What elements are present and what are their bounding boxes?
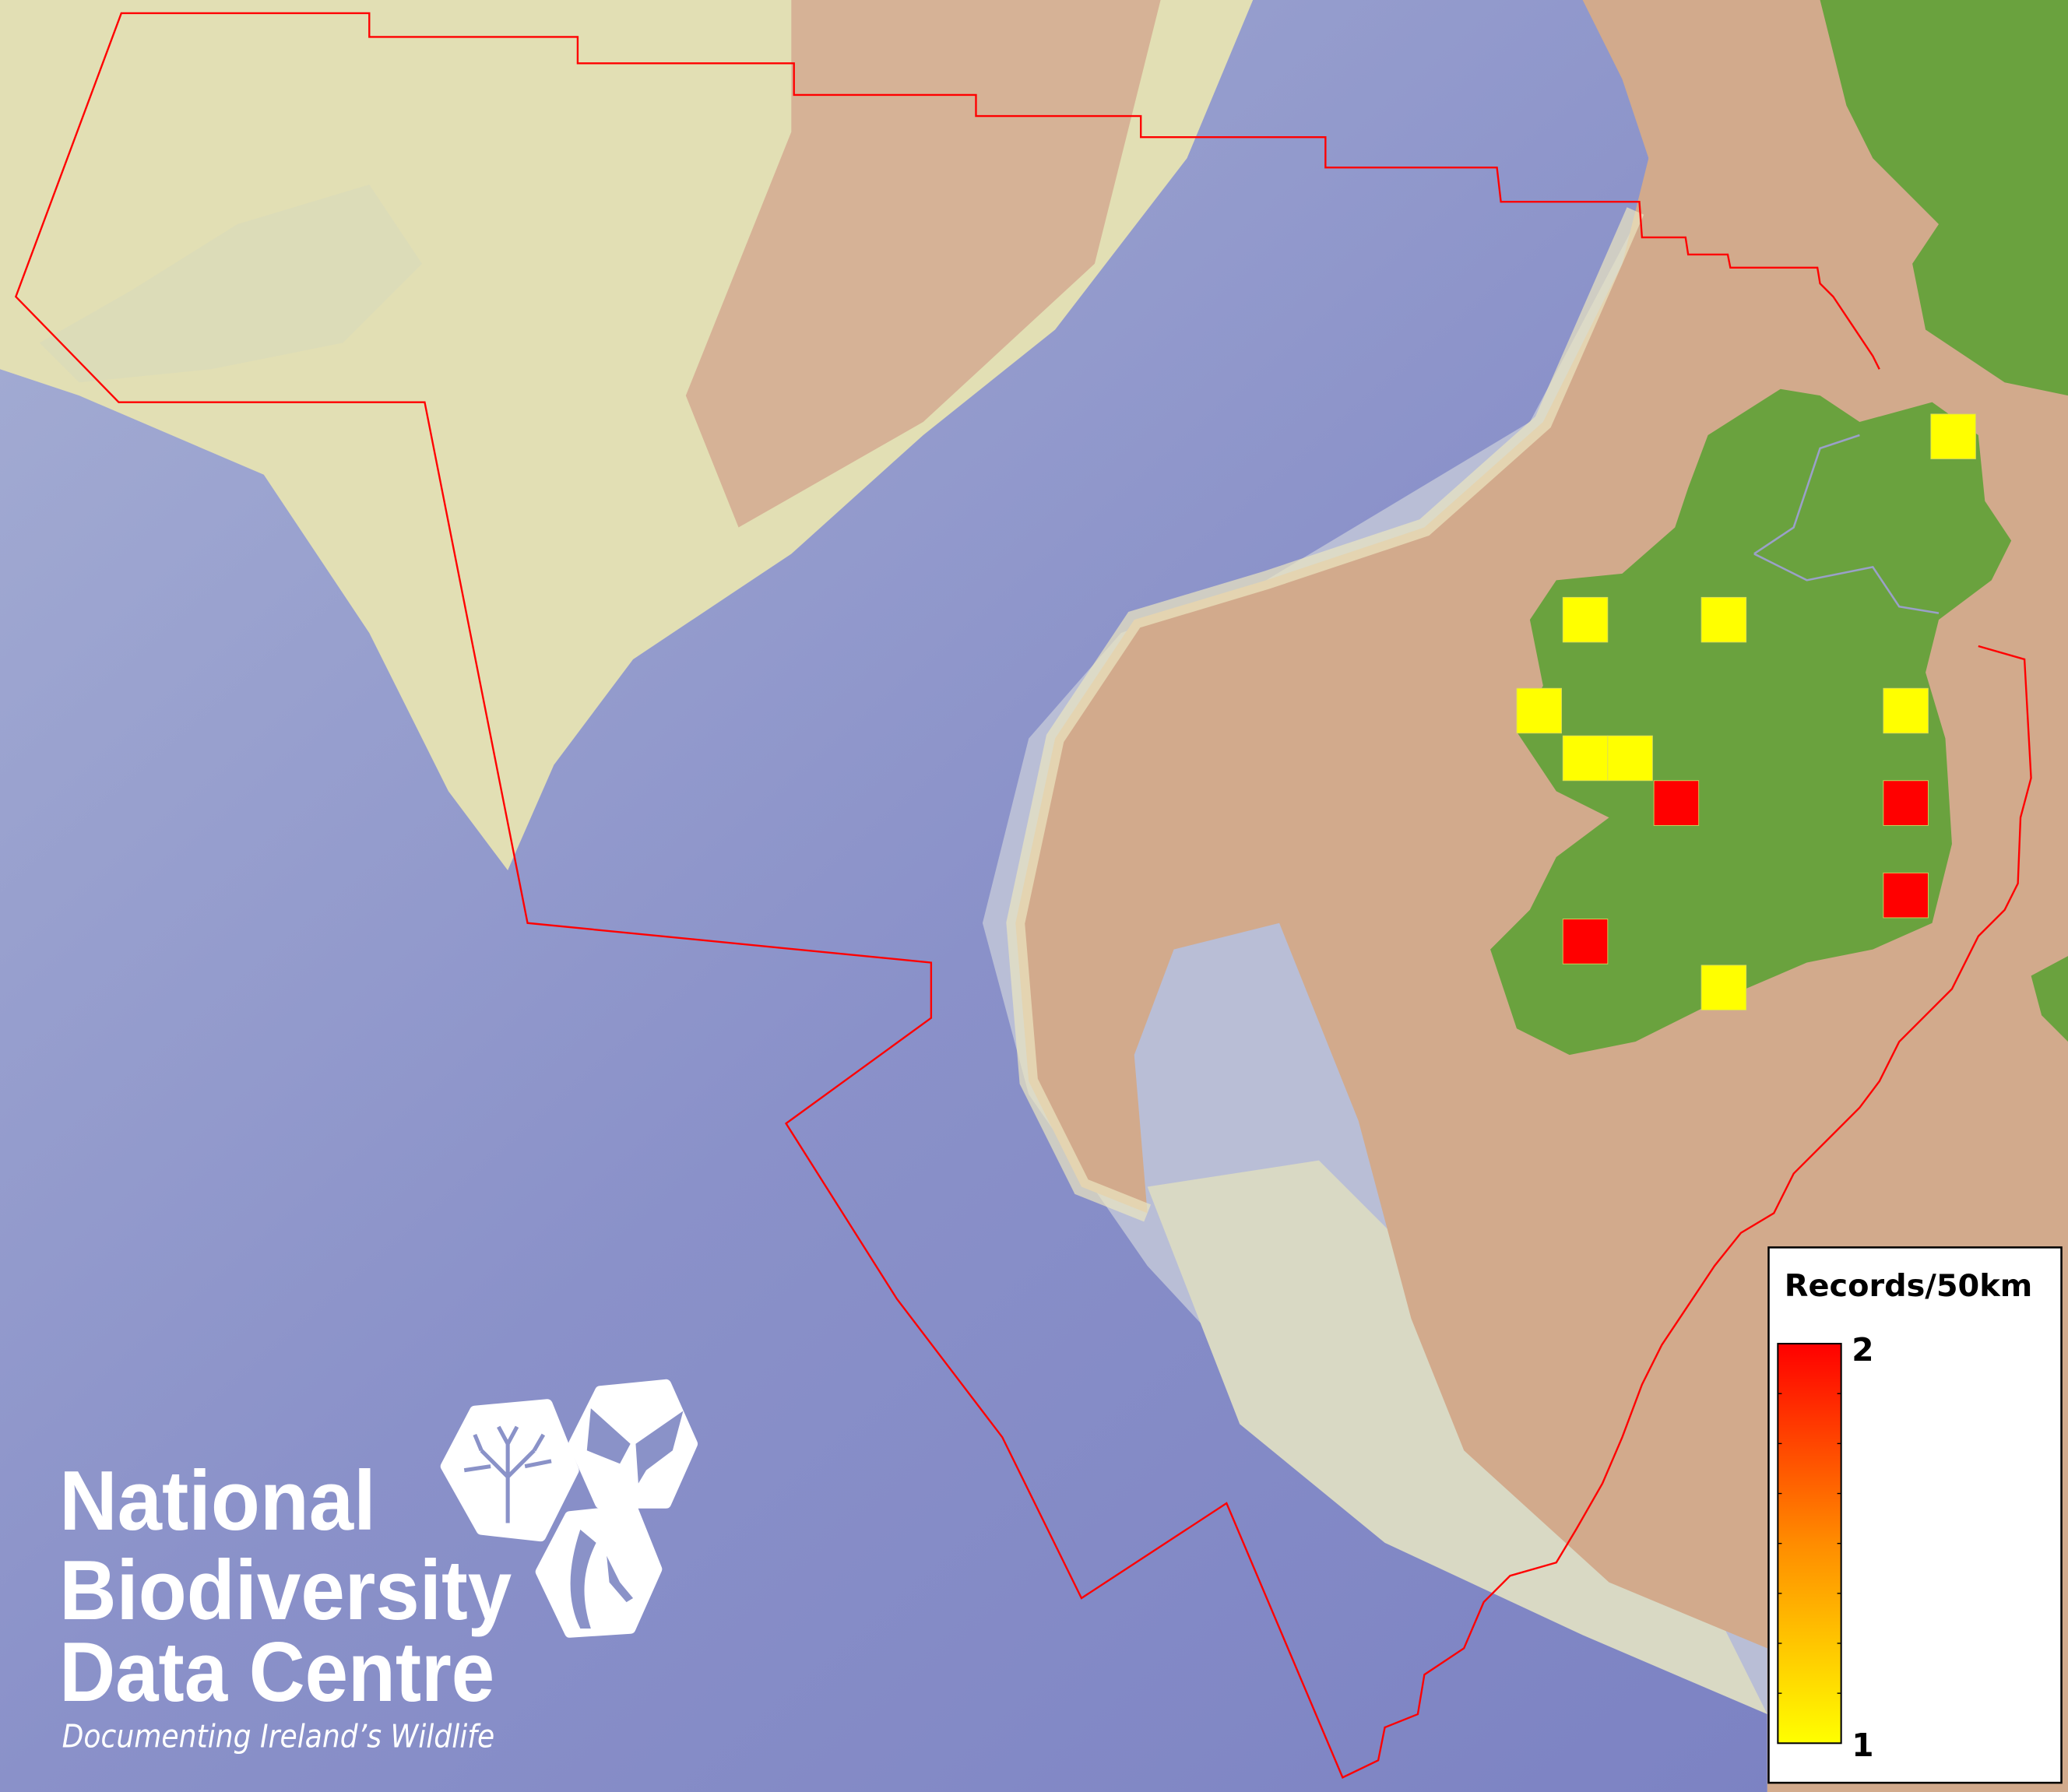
legend-max-label: 2: [1852, 1331, 1873, 1369]
record-cell-2: [1883, 780, 1929, 826]
legend-ticks: [1778, 1393, 1841, 1694]
shelf-edge-rim: [1006, 207, 1644, 1222]
record-cell-1: [1930, 413, 1976, 459]
record-cell-2: [1883, 872, 1929, 919]
nbdc-logo: National Biodiversity Data Centre Docume…: [59, 1379, 698, 1755]
legend-title: Records/50km: [1785, 1269, 2032, 1304]
record-cell-1: [1562, 735, 1609, 782]
porcupine-bank: [39, 184, 423, 383]
record-cell-1: [1607, 735, 1653, 782]
record-cell-1: [1883, 687, 1929, 734]
logo-line-national: National: [59, 1453, 376, 1548]
record-cell-1: [1562, 596, 1609, 643]
record-cell-1: [1516, 687, 1562, 734]
seahorse-icon: [535, 1504, 663, 1638]
butterfly-icon: [568, 1379, 698, 1509]
records-layer: [1516, 413, 1976, 1010]
tree-icon: [440, 1399, 579, 1542]
wales-land: [2031, 956, 2068, 1042]
eez-boundary: [14, 12, 2032, 1779]
record-cell-2: [1653, 780, 1700, 826]
shelf-plateau: [685, 0, 1161, 528]
scotland-land: [1820, 0, 2068, 396]
legend-colorbar: [1777, 1343, 1842, 1745]
ni-border: [1753, 434, 1940, 614]
record-cell-1: [1700, 965, 1747, 1010]
legend-min-label: 1: [1852, 1727, 1873, 1764]
logo-line-biodiversity: Biodiversity: [59, 1543, 512, 1637]
ireland-land: [1490, 388, 2012, 1056]
record-cell-1: [1700, 596, 1747, 643]
logo-tagline: Documenting Ireland’s Wildlife: [62, 1717, 495, 1755]
legend: Records/50km 2 1: [1767, 1246, 2063, 1784]
record-cell-2: [1562, 919, 1609, 965]
logo-line-data-centre: Data Centre: [59, 1625, 494, 1719]
